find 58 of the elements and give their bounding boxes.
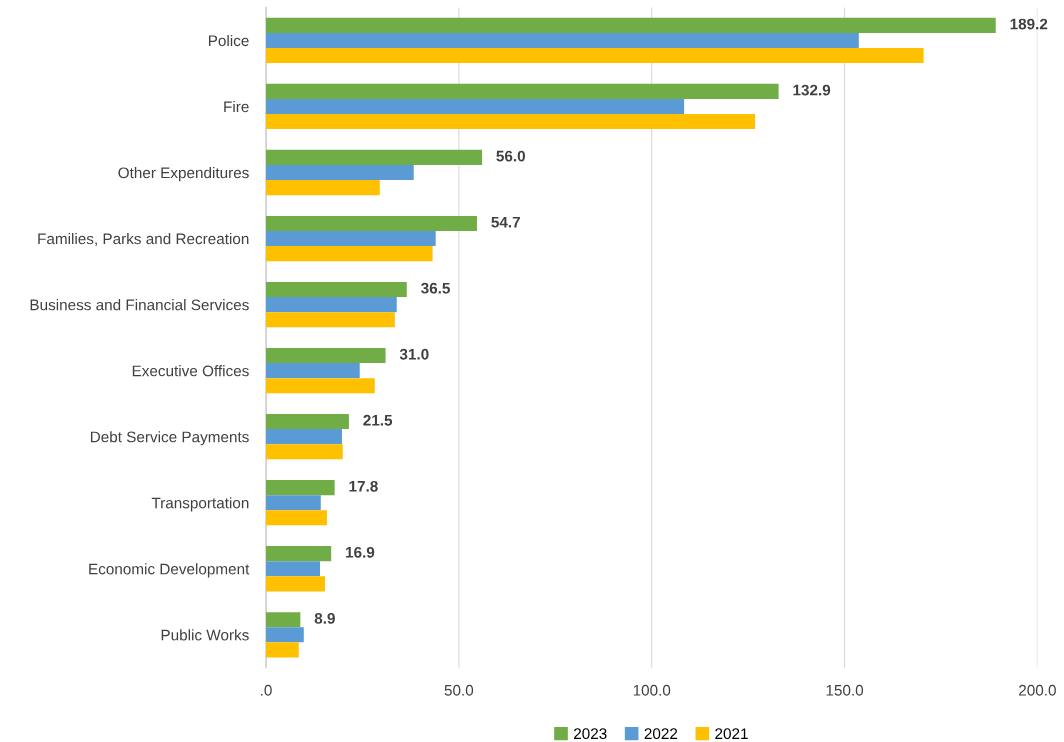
legend-label: 2023 bbox=[573, 728, 607, 740]
data-label: 36.5 bbox=[421, 282, 450, 294]
data-label: 132.9 bbox=[793, 84, 831, 96]
x-tick-label: 200.0 bbox=[1019, 684, 1056, 696]
bar bbox=[266, 114, 756, 130]
bar bbox=[266, 297, 397, 313]
x-tick-label: 100.0 bbox=[633, 684, 671, 696]
y-tick-label: Executive Offices bbox=[132, 365, 249, 377]
bar bbox=[266, 510, 327, 526]
data-label: 56.0 bbox=[496, 150, 525, 162]
y-tick-label: Fire bbox=[224, 100, 249, 113]
x-tick-label: 150.0 bbox=[826, 684, 864, 696]
data-label: 189.2 bbox=[1010, 18, 1048, 30]
legend-label: 2022 bbox=[644, 728, 678, 740]
bar bbox=[266, 164, 414, 181]
bar bbox=[266, 480, 335, 496]
data-label: 8.9 bbox=[314, 612, 335, 624]
y-tick-label: Other Expenditures bbox=[118, 166, 249, 182]
bar bbox=[266, 561, 320, 577]
data-label: 21.5 bbox=[363, 414, 393, 426]
bar bbox=[266, 32, 859, 48]
y-tick-label: Transportation bbox=[151, 497, 249, 512]
bar bbox=[266, 576, 326, 592]
legend-label: 2021 bbox=[715, 728, 748, 740]
bar bbox=[266, 444, 343, 460]
bar bbox=[266, 627, 304, 643]
bar bbox=[266, 642, 299, 658]
data-label: 17.8 bbox=[349, 480, 378, 492]
data-label: 31.0 bbox=[399, 348, 429, 360]
bar bbox=[266, 414, 349, 430]
bar bbox=[266, 429, 342, 445]
y-tick-label: Business and Financial Services bbox=[30, 299, 249, 311]
bar bbox=[266, 246, 433, 262]
bar bbox=[266, 149, 482, 165]
bar bbox=[266, 215, 477, 232]
y-tick-label: Debt Service Payments bbox=[90, 431, 249, 446]
y-tick-label: Public Works bbox=[161, 629, 249, 641]
bar bbox=[266, 378, 375, 394]
bar bbox=[266, 546, 332, 562]
bar bbox=[266, 363, 360, 379]
bar bbox=[266, 47, 924, 64]
y-tick-label: Families, Parks and Recreation bbox=[38, 233, 249, 247]
bar bbox=[266, 495, 321, 511]
y-tick-label: Police bbox=[208, 34, 249, 47]
data-label: 16.9 bbox=[346, 546, 375, 558]
bar bbox=[266, 312, 395, 328]
bar bbox=[266, 612, 301, 628]
y-tick-label: Economic Development bbox=[89, 563, 250, 578]
bar bbox=[266, 180, 380, 196]
data-label: 54.7 bbox=[491, 216, 520, 228]
bar bbox=[266, 83, 779, 99]
x-tick-label: 50.0 bbox=[444, 684, 474, 696]
bar bbox=[266, 98, 685, 115]
bar bbox=[266, 231, 436, 247]
bar bbox=[266, 347, 386, 364]
bar bbox=[266, 17, 996, 33]
bar bbox=[266, 281, 407, 298]
x-tick-label: .0 bbox=[261, 684, 272, 696]
